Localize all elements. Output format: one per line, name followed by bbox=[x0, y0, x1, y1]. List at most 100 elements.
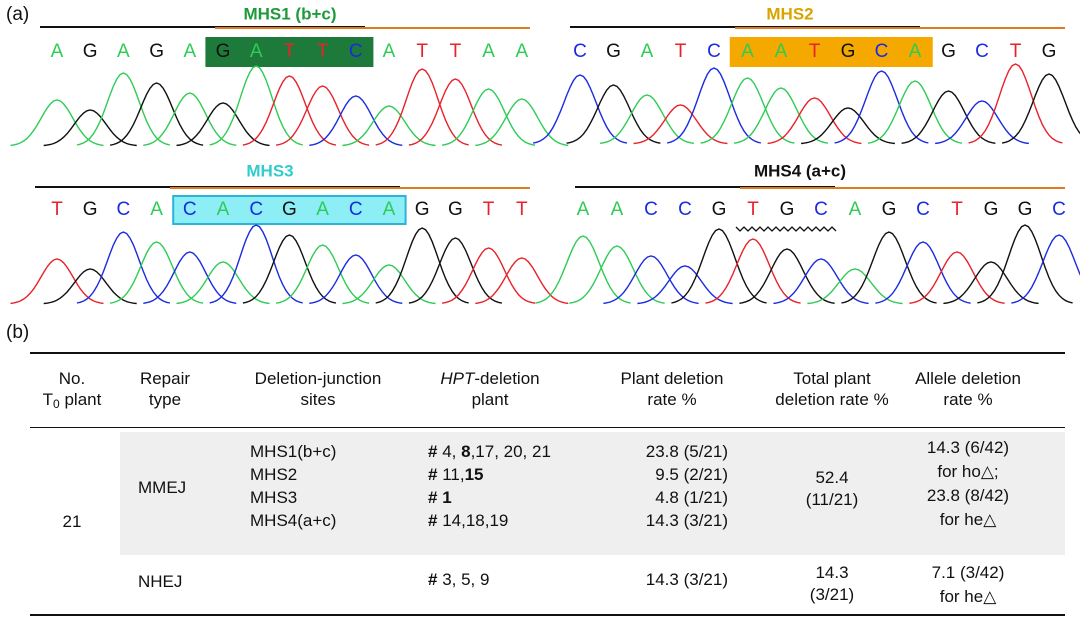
base-letter: C bbox=[349, 199, 363, 220]
base-letter: C bbox=[975, 41, 989, 62]
base-letter: A bbox=[383, 199, 396, 220]
zigzag bbox=[735, 226, 837, 232]
trace-peak bbox=[1001, 73, 1080, 144]
base-letter: C bbox=[183, 199, 197, 220]
base-letter: T bbox=[747, 199, 759, 220]
trace-peak bbox=[834, 70, 929, 144]
base-letter: A bbox=[316, 199, 329, 220]
chromatogram bbox=[535, 224, 1080, 305]
base-letter: C bbox=[707, 41, 721, 62]
base-letter: T bbox=[317, 41, 329, 62]
text-run: 0 bbox=[53, 397, 60, 411]
table-rule bbox=[30, 427, 1065, 428]
base-letter: C bbox=[117, 199, 131, 220]
header-line: Repair bbox=[75, 368, 255, 389]
base-letter: A bbox=[909, 41, 922, 62]
base-letter: T bbox=[483, 199, 495, 220]
row-shading bbox=[120, 432, 1065, 555]
trace-peak bbox=[275, 85, 370, 146]
trace-peak bbox=[143, 92, 237, 146]
trace-peak bbox=[109, 82, 204, 146]
base-letter: G bbox=[83, 199, 98, 220]
text-run: Deletion-junction bbox=[254, 369, 382, 388]
trace-peak bbox=[739, 248, 835, 304]
text-run: ,17, 20, 21 bbox=[470, 442, 551, 461]
highlight bbox=[172, 195, 407, 225]
chromatogram bbox=[10, 65, 569, 147]
text-run: Allele deletion bbox=[915, 369, 1021, 388]
total-rate: (11/21) bbox=[805, 490, 859, 509]
plant-rate: 23.8 (5/21) bbox=[645, 442, 728, 461]
plant-count: 21 bbox=[62, 512, 82, 531]
trace-peak bbox=[901, 90, 996, 144]
text-run: 1 bbox=[442, 488, 452, 507]
base-letter: G bbox=[712, 199, 727, 220]
header-line: sites bbox=[228, 389, 408, 410]
trace-peak bbox=[532, 74, 628, 144]
base-letter: G bbox=[780, 199, 795, 220]
plants: # 3, 5, 9 bbox=[428, 569, 628, 590]
header-line: Deletion-junction bbox=[228, 368, 408, 389]
text-run: # bbox=[428, 511, 443, 530]
trace-peak bbox=[475, 98, 569, 147]
base-letter: G bbox=[448, 199, 463, 220]
text-run: sites bbox=[300, 390, 336, 409]
header-line: T0 plant bbox=[0, 389, 162, 415]
trace-peak bbox=[375, 68, 469, 146]
panel-label: (b) bbox=[6, 322, 30, 343]
highlight bbox=[729, 37, 933, 67]
text-run: -deletion bbox=[474, 369, 540, 388]
base-letter: A bbox=[775, 41, 788, 62]
base-letter: C bbox=[249, 199, 263, 220]
base-letter: C bbox=[1052, 199, 1066, 220]
text-run: # bbox=[428, 488, 443, 507]
trace-peak bbox=[671, 228, 767, 304]
base-letter: T bbox=[284, 41, 296, 62]
base-letter: A bbox=[250, 41, 263, 62]
base-letter: C bbox=[875, 41, 889, 62]
text-run: deletion rate % bbox=[775, 390, 889, 409]
base-letter: C bbox=[916, 199, 930, 220]
base-letter: C bbox=[644, 199, 658, 220]
base-letter: C bbox=[573, 41, 587, 62]
trace-peak bbox=[76, 231, 171, 304]
trace-peak bbox=[535, 235, 631, 304]
table-rule bbox=[30, 352, 1065, 354]
header-cell: Deletion-junction sites bbox=[228, 368, 408, 410]
trace-peak bbox=[700, 77, 795, 144]
base-letter: A bbox=[383, 41, 396, 62]
trace-peak bbox=[242, 234, 337, 304]
plants: # 1 bbox=[428, 487, 628, 508]
base-letter: A bbox=[641, 41, 654, 62]
base-letter: T bbox=[675, 41, 687, 62]
allele-rate: for he△ bbox=[939, 587, 997, 606]
header-line: rate % bbox=[878, 389, 1058, 410]
header-line: type bbox=[75, 389, 255, 410]
trace-peak bbox=[841, 231, 937, 304]
allele-rate: for he△ bbox=[939, 510, 997, 529]
text-run: HPT bbox=[440, 369, 475, 388]
header-line: Allele deletion bbox=[878, 368, 1058, 389]
base-letter: A bbox=[482, 41, 495, 62]
text-run: Plant deletion bbox=[620, 369, 724, 388]
trace-peak bbox=[209, 65, 303, 146]
text-run: 8 bbox=[461, 442, 471, 461]
trace-peak bbox=[977, 224, 1073, 304]
base-letter: G bbox=[415, 199, 430, 220]
trace-peak bbox=[569, 245, 665, 304]
total-rate: (3/21) bbox=[809, 585, 855, 604]
site-title: MHS1 (b+c) bbox=[243, 4, 336, 23]
header-cell: Repair type bbox=[75, 368, 255, 410]
site-title: MHS4 (a+c) bbox=[754, 161, 846, 180]
trace-peak bbox=[566, 84, 661, 144]
site: MHS2 bbox=[250, 465, 298, 484]
base-letter: A bbox=[183, 41, 196, 62]
text-run: Repair bbox=[139, 369, 191, 388]
base-letter: T bbox=[51, 199, 63, 220]
base-letter: A bbox=[150, 199, 163, 220]
highlight bbox=[205, 37, 374, 67]
trace-peak bbox=[375, 227, 469, 304]
base-letter: A bbox=[849, 199, 862, 220]
